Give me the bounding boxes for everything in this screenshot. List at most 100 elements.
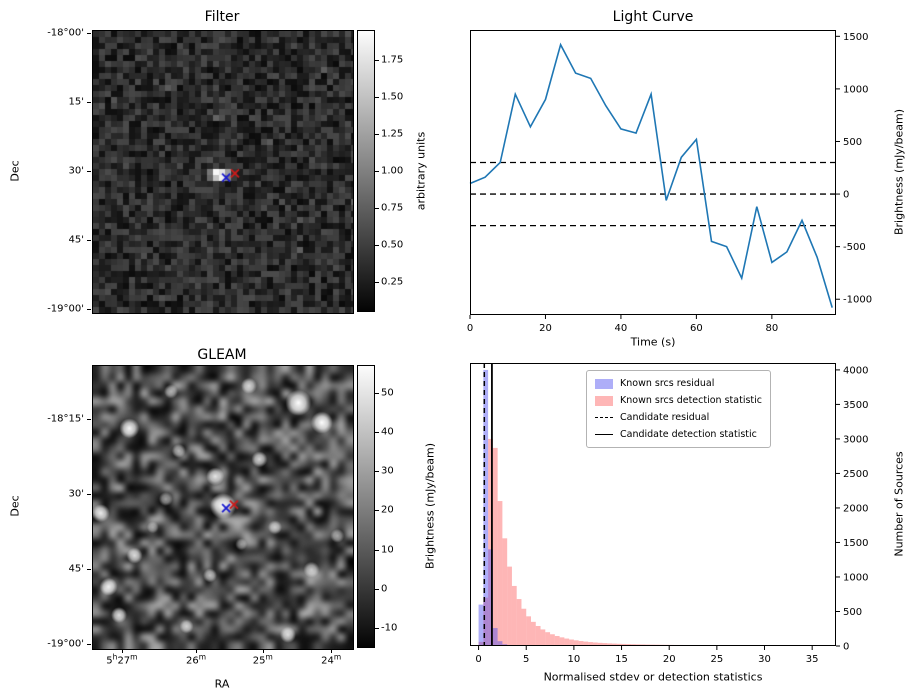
histogram-bar bbox=[521, 608, 527, 646]
ra-tick-label: 26m bbox=[186, 652, 207, 667]
filter-image bbox=[92, 30, 354, 314]
y-tick-label: 2000 bbox=[843, 503, 868, 514]
colorbar-tick-label: 1.50 bbox=[381, 91, 404, 103]
y-tick-label: 500 bbox=[843, 607, 862, 618]
colorbar-tick-label: 1.25 bbox=[381, 128, 404, 140]
x-tick-label: 30 bbox=[758, 654, 771, 665]
x-tick-label: 0 bbox=[467, 323, 473, 334]
ra-tick-label: 24m bbox=[321, 652, 342, 667]
plot-frame bbox=[470, 30, 836, 315]
dec-tick-mark bbox=[87, 239, 91, 241]
ra-tick-mark bbox=[196, 649, 197, 653]
legend-solid-line-icon bbox=[595, 434, 613, 435]
y-tick-label: 0 bbox=[843, 190, 849, 201]
filter-ylabel: Dec bbox=[8, 160, 22, 182]
legend-swatch-detection bbox=[595, 395, 613, 406]
histogram-bar bbox=[602, 643, 608, 646]
legend-item-known-detection: Known srcs detection statistic bbox=[595, 392, 762, 409]
legend-label-candidate-residual: Candidate residual bbox=[620, 412, 710, 423]
gleam-title: GLEAM bbox=[197, 347, 247, 363]
histogram-bar bbox=[573, 640, 579, 646]
light-curve-title: Light Curve bbox=[612, 9, 694, 25]
y-tick-label: 1000 bbox=[843, 572, 868, 583]
histogram-plot: 0 5 10 15 20 25 30 35 0 500 1000 1500 2000 2500 3000 35… bbox=[470, 363, 868, 665]
colorbar-tick-mark bbox=[375, 282, 379, 284]
light-curve-xlabel: Time (s) bbox=[630, 335, 676, 349]
legend-label-candidate-detection: Candidate detection statistic bbox=[620, 429, 757, 440]
ra-value: 25 bbox=[252, 655, 266, 667]
plot-frame bbox=[470, 363, 836, 646]
ra-tick-label: 5h27m bbox=[106, 652, 138, 667]
histogram-bar bbox=[483, 597, 489, 646]
dec-tick-mark bbox=[87, 171, 91, 172]
y-tick-label: -1000 bbox=[843, 295, 872, 306]
histogram-bar bbox=[616, 643, 622, 646]
histogram-bar bbox=[607, 643, 613, 646]
histogram-xlabel: Normalised stdev or detection statistics bbox=[543, 670, 763, 684]
colorbar-tick-label: 0.50 bbox=[381, 239, 404, 251]
filter-colorbar bbox=[357, 30, 375, 312]
dec-tick-label: 45' bbox=[68, 234, 84, 246]
x-tick-label: 10 bbox=[568, 654, 581, 665]
dec-tick-label: -19°00' bbox=[47, 303, 84, 315]
x-tick-label: 5 bbox=[523, 654, 529, 665]
ra-tick-mark bbox=[262, 649, 264, 653]
histogram-bar bbox=[478, 604, 484, 646]
ra-unit-sup: m bbox=[198, 652, 207, 662]
histogram-bar bbox=[483, 369, 489, 646]
histogram-bar bbox=[535, 625, 541, 646]
y-tick-label: 0 bbox=[843, 642, 849, 653]
ra-unit-sup: m bbox=[265, 652, 273, 662]
histogram-ylabel: Number of Sources bbox=[892, 451, 906, 557]
legend-label-known-detection: Known srcs detection statistic bbox=[620, 395, 762, 406]
dec-tick-mark bbox=[87, 643, 91, 645]
histogram-bar bbox=[583, 641, 589, 646]
ra-unit-sup: m bbox=[333, 652, 342, 662]
dec-tick-label: -18°00' bbox=[47, 27, 84, 39]
histogram-bar bbox=[578, 641, 584, 646]
histogram-bar bbox=[621, 643, 627, 646]
colorbar-tick-mark bbox=[375, 96, 379, 98]
light-curve-line bbox=[469, 42, 833, 308]
histogram-bar bbox=[554, 635, 560, 646]
legend-label-known-residual: Known srcs residual bbox=[620, 378, 715, 389]
histogram-bar bbox=[540, 629, 546, 646]
histogram-bar bbox=[531, 621, 536, 646]
histogram-bar bbox=[488, 438, 493, 646]
histogram-legend: Known srcs residual Known srcs detection… bbox=[586, 370, 771, 448]
histogram-bar bbox=[564, 638, 570, 646]
y-tick-label: 1000 bbox=[843, 84, 868, 95]
filter-colorbar-label: arbitrary units bbox=[414, 131, 428, 211]
ra-unit-sup: h bbox=[112, 652, 118, 662]
ra-unit-sup: m bbox=[130, 652, 138, 662]
dec-tick-mark bbox=[87, 33, 91, 35]
colorbar-tick-mark bbox=[375, 589, 379, 591]
x-tick-label: 15 bbox=[615, 654, 628, 665]
x-tick-label: 0 bbox=[475, 654, 481, 665]
x-tick-label: 40 bbox=[615, 323, 628, 334]
light-curve-plot: 0 20 40 60 80 -1000 -500 0 500 1000 1500 bbox=[467, 30, 872, 334]
histogram-bar bbox=[511, 585, 517, 646]
dec-tick-label: 15' bbox=[68, 96, 84, 108]
x-tick-label: 60 bbox=[690, 323, 703, 334]
colorbar-tick-label: 30 bbox=[381, 465, 394, 477]
colorbar-tick-mark bbox=[375, 549, 379, 551]
dec-tick-label: 30' bbox=[68, 488, 84, 500]
y-tick-label: 1500 bbox=[843, 32, 868, 43]
colorbar-tick-mark bbox=[375, 59, 379, 61]
colorbar-tick-mark bbox=[375, 392, 379, 394]
colorbar-tick-label: 0 bbox=[381, 583, 388, 595]
histogram-bar bbox=[497, 641, 503, 646]
colorbar-tick-label: 0.75 bbox=[381, 202, 404, 214]
y-tick-label: 4000 bbox=[843, 365, 868, 376]
legend-swatch-residual bbox=[595, 378, 613, 389]
colorbar-tick-mark bbox=[375, 208, 379, 210]
colorbar-tick-mark bbox=[375, 628, 379, 630]
ra-value: 24 bbox=[321, 655, 334, 667]
colorbar-tick-mark bbox=[375, 510, 379, 512]
gleam-colorbar bbox=[357, 365, 375, 648]
dec-tick-mark bbox=[87, 418, 91, 420]
dec-tick-mark bbox=[87, 102, 91, 104]
colorbar-tick-mark bbox=[375, 133, 379, 135]
colorbar-tick-label: 1.75 bbox=[381, 54, 404, 66]
